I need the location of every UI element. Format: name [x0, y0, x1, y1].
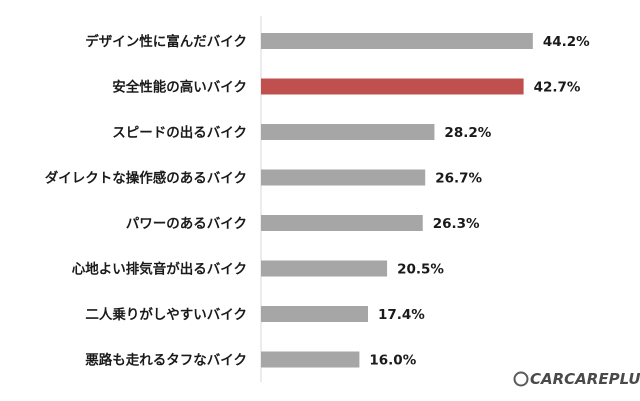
- category-label-3: ダイレクトな操作感のあるバイク: [45, 170, 247, 187]
- category-label-4: パワーのあるバイク: [126, 216, 247, 232]
- category-label-2: スピードの出るバイク: [112, 124, 247, 141]
- category-label-6: 二人乗りがしやすいバイク: [85, 306, 247, 323]
- bar-7: [261, 351, 360, 368]
- value-label-0: 44.2%: [543, 34, 590, 50]
- category-label-5: 心地よい排気音が出るバイク: [72, 261, 247, 278]
- value-label-4: 26.3%: [433, 216, 480, 232]
- bar-6: [261, 306, 369, 322]
- bar-0: [261, 33, 533, 49]
- logo-icon: [513, 371, 529, 387]
- bars-group: [261, 33, 533, 368]
- value-label-3: 26.7%: [435, 171, 482, 187]
- bar-2: [261, 124, 435, 140]
- value-label-2: 28.2%: [444, 125, 491, 141]
- bar-5: [261, 260, 388, 277]
- bar-3: [261, 169, 426, 186]
- category-label-1: 安全性能の高いバイク: [112, 79, 247, 96]
- value-label-5: 20.5%: [397, 262, 444, 278]
- value-label-7: 16.0%: [369, 353, 416, 369]
- bar-4: [261, 215, 423, 231]
- value-labels-group: 44.2% 42.7% 28.2% 26.7% 26.3% 20.5% 17.4% 16.0%: [369, 34, 590, 369]
- category-label-0: デザイン性に富んだバイク: [85, 33, 247, 50]
- value-label-6: 17.4%: [378, 307, 425, 323]
- category-labels-group: デザイン性に富んだバイク安全性能の高いバイクスピードの出るバイクダイレクトな操作…: [45, 33, 247, 369]
- bar-1: [261, 78, 524, 95]
- category-label-7: 悪路も走れるタフなバイク: [85, 352, 247, 369]
- site-logo: CARCAREPLUS: [513, 370, 640, 388]
- value-label-1: 42.7%: [534, 80, 581, 96]
- logo-text: CARCAREPLUS: [530, 370, 640, 388]
